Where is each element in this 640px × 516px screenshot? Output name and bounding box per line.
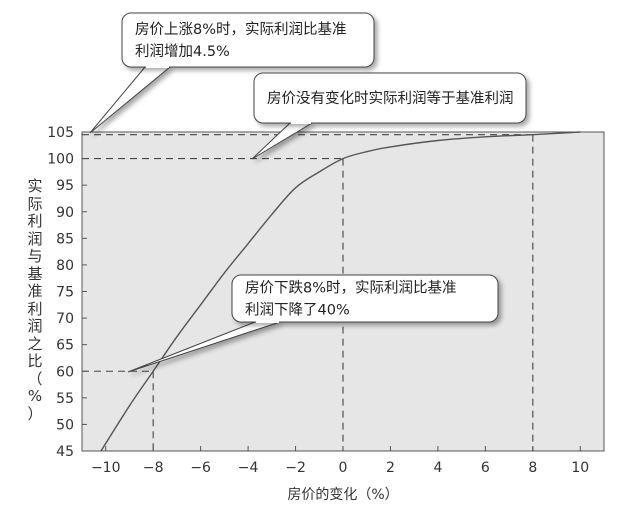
x-tick-label: −10: [91, 460, 121, 476]
x-tick-label: 10: [571, 460, 589, 476]
y-axis-label-char: 之: [27, 334, 43, 353]
y-axis-label-char: 利: [27, 212, 43, 230]
y-axis-label-char: （: [27, 369, 43, 388]
y-tick-label: 60: [56, 364, 74, 380]
y-axis-label-char: 润: [27, 317, 43, 335]
y-axis-label-char: ）: [27, 404, 43, 423]
y-tick-label: 75: [56, 285, 74, 301]
y-axis-label-char: 基: [27, 264, 43, 283]
callout-pointer: [89, 66, 172, 134]
x-axis: −10 −8 −6 −4 −2 0 2 4 6 8 10: [91, 446, 589, 476]
y-tick-label: 100: [47, 152, 74, 168]
y-tick-label: 55: [56, 391, 74, 407]
x-tick-label: 0: [339, 460, 348, 476]
y-axis-label: 实际利润与基准利润之比（%）: [24, 177, 46, 423]
x-axis-label: 房价的变化（%）: [287, 487, 398, 503]
y-tick-label: 85: [56, 231, 74, 247]
callout-text: 利润下降了40%: [245, 302, 350, 319]
x-tick-label: −8: [143, 460, 164, 476]
callout-2: 房价没有变化时实际利润等于基准利润: [251, 72, 527, 160]
x-tick-label: 6: [481, 460, 490, 476]
y-tick-label: 50: [56, 417, 74, 433]
y-tick-label: 80: [56, 258, 74, 274]
y-tick-label: 90: [56, 205, 74, 221]
callout-box: [253, 72, 527, 124]
callouts: 房价上涨8%时，实际利润比基准利润增加4.5%房价没有变化时实际利润等于基准利润…: [89, 12, 527, 373]
callout-text: 房价没有变化时实际利润等于基准利润: [267, 89, 514, 107]
callout-box: [231, 274, 499, 323]
y-axis-label-char: 利: [27, 299, 43, 318]
y-tick-label: 95: [56, 178, 74, 194]
x-tick-label: −4: [238, 460, 259, 476]
y-axis-label-char: 与: [27, 247, 43, 265]
x-tick-label: 2: [386, 460, 395, 476]
series-line: [100, 131, 581, 452]
y-axis-label-char: 比: [27, 352, 43, 370]
callout-text: 利润增加4.5%: [135, 43, 230, 60]
y-axis-label-char: 准: [27, 282, 43, 300]
y-axis-label-char: 实: [27, 177, 43, 195]
y-tick-label: 45: [56, 444, 74, 460]
callout-text: 房价上涨8%时，实际利润比基准: [135, 21, 347, 38]
x-tick-label: 4: [433, 460, 442, 476]
y-axis-label-char: 润: [27, 229, 43, 248]
callout-text: 房价下跌8%时，实际利润比基准: [245, 280, 457, 297]
y-tick-label: 105: [47, 125, 74, 141]
y-axis-label-char: 际: [27, 194, 43, 213]
x-tick-label: −6: [190, 460, 211, 476]
callout-box: [121, 12, 375, 68]
x-tick-label: 8: [528, 460, 537, 476]
y-axis: 45 50 55 60 65 70 75 80 85 90 95 100 105: [47, 125, 87, 460]
x-tick-label: −2: [285, 460, 306, 476]
y-axis-label-char: %: [27, 387, 43, 405]
y-tick-label: 65: [56, 338, 74, 354]
y-tick-label: 70: [56, 311, 74, 327]
